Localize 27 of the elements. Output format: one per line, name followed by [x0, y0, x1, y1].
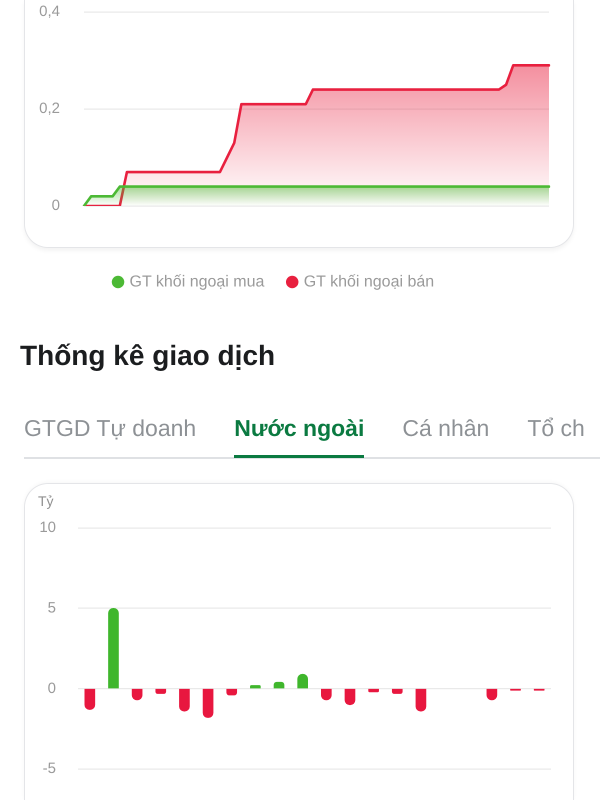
y-tick-label: 0,4: [39, 3, 60, 20]
bar: [416, 688, 426, 712]
bar: [344, 688, 356, 706]
text: Cá nhân: [402, 414, 490, 442]
bar: [368, 688, 379, 692]
bar: [155, 688, 166, 694]
text: Tổ ch: [527, 414, 585, 442]
bar: [179, 688, 190, 712]
bar: [274, 682, 284, 688]
text: GTGD Tự doanh: [24, 414, 196, 442]
bar: [108, 608, 119, 688]
bar: [84, 688, 96, 710]
y-tick-label: 5: [48, 599, 56, 616]
y-tick-label: 0,2: [39, 100, 60, 118]
bar: [202, 688, 214, 718]
y-tick-label: 10: [39, 519, 56, 536]
chart-title: Thống kê giao dịch: [20, 339, 276, 373]
legend-label: GT khối ngoại bán: [304, 273, 434, 290]
y-tick-label: 0: [48, 680, 56, 697]
text: Nước ngoài: [234, 414, 364, 442]
bar: [392, 688, 403, 694]
y-axis-title: Tỷ: [38, 492, 54, 509]
y-tick-label: -5: [42, 760, 56, 778]
legend-label: GT khối ngoại mua: [130, 273, 265, 290]
y-tick-label: 0: [52, 197, 60, 214]
bar: [250, 685, 261, 688]
bar: [226, 688, 238, 696]
